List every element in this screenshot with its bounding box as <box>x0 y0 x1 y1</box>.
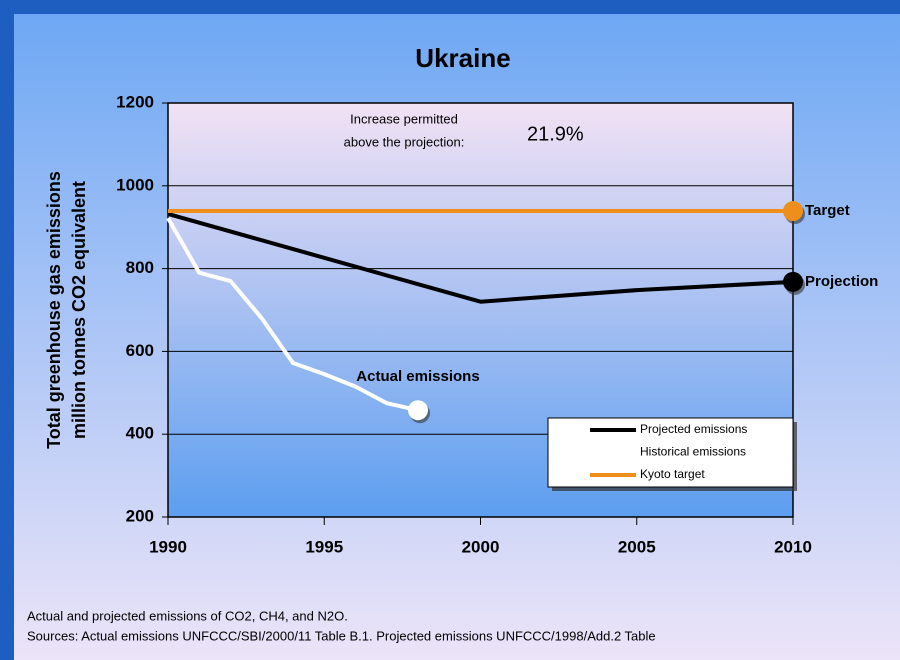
x-tick-label: 1990 <box>149 537 187 556</box>
legend-label: Historical emissions <box>640 445 746 459</box>
legend-label: Projected emissions <box>640 422 747 436</box>
legend-label: Kyoto target <box>640 467 705 481</box>
y-axis-label: Total greenhouse gas emissions <box>44 171 64 449</box>
end-marker <box>783 271 803 292</box>
y-tick-label: 400 <box>126 424 154 443</box>
x-tick-label: 2010 <box>774 537 812 556</box>
series-label: Actual emissions <box>356 368 479 385</box>
y-tick-label: 600 <box>126 341 154 360</box>
x-tick-label: 1995 <box>305 537 343 556</box>
annotation-value: 21.9% <box>527 123 584 145</box>
x-tick-label: 2005 <box>618 537 656 556</box>
y-tick-label: 200 <box>126 506 154 525</box>
y-tick-label: 1200 <box>116 92 154 111</box>
annotation: above the projection: <box>344 134 465 149</box>
plot-border <box>167 102 794 518</box>
chart-title: Ukraine <box>415 43 510 73</box>
end-marker <box>408 400 428 421</box>
series-label: Target <box>805 202 850 219</box>
x-tick-label: 2000 <box>462 537 500 556</box>
footnote: Sources: Actual emissions UNFCCC/SBI/200… <box>27 628 656 643</box>
series-line <box>167 212 794 304</box>
series-line <box>166 217 419 413</box>
y-tick-label: 800 <box>126 258 154 277</box>
legend <box>547 417 794 488</box>
annotation: Increase permitted <box>350 111 458 126</box>
footnote: Actual and projected emissions of CO2, C… <box>27 608 348 623</box>
end-marker <box>783 201 803 222</box>
y-tick-label: 1000 <box>116 175 154 194</box>
series-label: Projection <box>805 273 878 290</box>
y-axis-label: million tonnes CO2 equivalent <box>69 181 89 439</box>
